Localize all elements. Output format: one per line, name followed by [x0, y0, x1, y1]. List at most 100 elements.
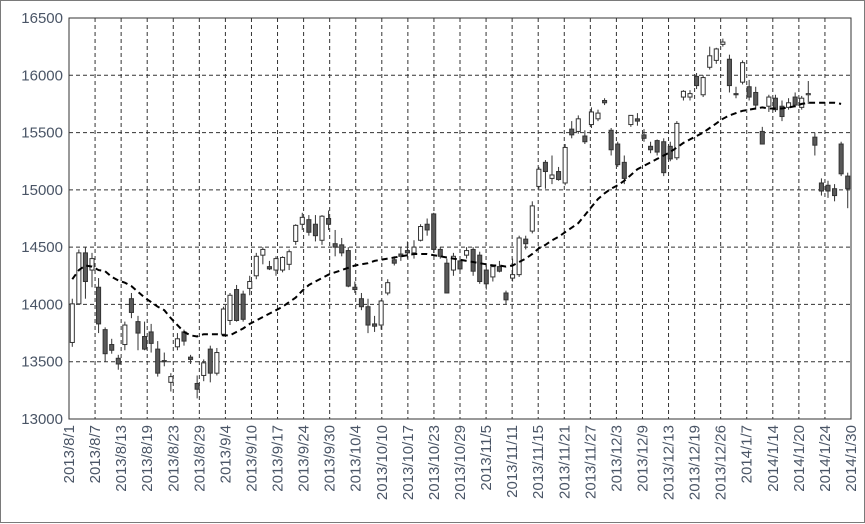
candle-body: [687, 93, 693, 98]
candle-body: [201, 362, 207, 376]
candle-body: [529, 205, 535, 232]
candle-body: [464, 250, 470, 256]
candle-body: [194, 382, 200, 390]
y-tick-label: 13500: [21, 354, 63, 371]
x-tick-label: 2013/11/21: [556, 425, 573, 499]
candle: [588, 107, 594, 128]
candle: [339, 237, 345, 257]
candle-body: [319, 215, 325, 241]
candle-body: [247, 281, 253, 289]
candle-body: [523, 238, 529, 245]
candle: [411, 240, 417, 259]
candle-body: [207, 348, 213, 374]
candle-body: [713, 48, 719, 61]
candle: [536, 166, 542, 189]
candle-body: [122, 324, 128, 346]
candle-body: [556, 171, 562, 181]
candle-body: [661, 141, 667, 174]
candle: [634, 113, 640, 126]
x-tick-label: 2013/10/23: [426, 425, 443, 500]
candle: [319, 215, 325, 245]
candle-body: [654, 140, 660, 153]
candle: [378, 299, 384, 330]
candle: [273, 256, 279, 276]
candle: [122, 321, 128, 351]
candle-body: [615, 143, 621, 166]
candle-body: [155, 348, 161, 374]
candle: [352, 281, 358, 293]
candle: [312, 215, 318, 242]
y-tick-label: 15000: [21, 182, 63, 199]
candle: [483, 264, 489, 290]
x-tick-label: 2013/11/5: [478, 425, 495, 491]
candle: [549, 155, 555, 185]
candle-body: [220, 308, 226, 335]
candle-body: [759, 130, 765, 145]
candle: [740, 60, 746, 85]
candle-body: [694, 75, 700, 87]
candle: [490, 264, 496, 282]
candle-body: [726, 58, 732, 87]
candle: [188, 354, 194, 365]
candle: [832, 184, 838, 202]
candle: [372, 315, 378, 332]
candle-body: [641, 134, 647, 139]
candle: [398, 247, 404, 261]
candle: [234, 284, 240, 322]
candle-body: [89, 258, 95, 271]
candle-body: [792, 96, 798, 106]
candle-body: [372, 323, 378, 327]
candle: [680, 90, 686, 101]
candle-body: [602, 99, 608, 104]
candle: [135, 315, 141, 351]
candle-body: [260, 248, 266, 256]
candle: [818, 178, 824, 196]
x-tick-label: 2013/8/1: [61, 425, 78, 483]
candle: [418, 224, 424, 242]
x-tick-label: 2013/9/24: [296, 425, 313, 492]
candle-body: [733, 93, 739, 96]
candle: [260, 247, 266, 265]
candle-body: [234, 289, 240, 321]
candle-body: [168, 376, 174, 383]
candle: [293, 224, 299, 245]
candle-body: [648, 145, 654, 151]
x-tick-label: 2013/8/23: [165, 425, 182, 492]
candle: [786, 98, 792, 110]
candle-body: [378, 300, 384, 326]
candle-body: [569, 128, 575, 136]
candle-body: [312, 223, 318, 237]
candle-body: [608, 129, 614, 151]
candle-body: [115, 357, 121, 365]
grid-lines: [69, 18, 851, 419]
candle-body: [299, 216, 305, 225]
x-tick-label: 2014/1/20: [791, 425, 808, 492]
candle: [207, 345, 213, 383]
candle-body: [450, 255, 456, 271]
candle-body: [161, 360, 167, 363]
x-tick-label: 2013/8/7: [87, 425, 104, 483]
candle: [753, 86, 759, 110]
candle: [667, 141, 673, 162]
candle: [661, 138, 667, 177]
candle: [69, 298, 75, 347]
candle: [759, 126, 765, 145]
candle-body: [69, 303, 75, 343]
candle-body: [266, 266, 272, 270]
candle: [510, 258, 516, 282]
candle-body: [832, 188, 838, 197]
candle: [220, 306, 226, 337]
candle: [582, 130, 588, 145]
candle: [424, 218, 430, 236]
y-tick-label: 15500: [21, 125, 63, 142]
candle-body: [575, 118, 581, 132]
candle-body: [404, 250, 410, 254]
candle: [280, 256, 286, 273]
candle-body: [280, 256, 286, 271]
candle: [201, 359, 207, 382]
x-tick-label: 2013/8/19: [139, 425, 156, 492]
candle: [115, 354, 121, 370]
x-tick-label: 2013/9/17: [270, 425, 287, 492]
candle-body: [674, 122, 680, 159]
